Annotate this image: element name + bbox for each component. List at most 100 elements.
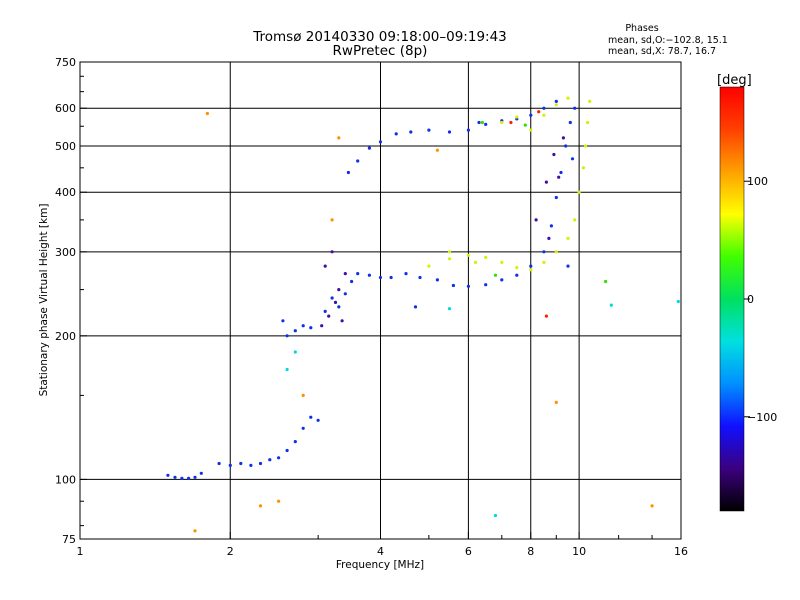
data-point (301, 426, 305, 430)
data-point (330, 218, 334, 222)
data-point (509, 120, 513, 125)
data-point (554, 103, 558, 107)
data-point (570, 157, 575, 161)
data-point (389, 275, 393, 280)
data-point (285, 448, 289, 453)
data-point (340, 319, 344, 323)
data-point (323, 309, 327, 313)
data-point (258, 461, 263, 466)
data-point (277, 499, 281, 503)
data-point (435, 148, 439, 152)
colorbar-gradient (719, 86, 745, 512)
data-point (529, 264, 533, 268)
data-point (301, 324, 305, 328)
data-point (529, 128, 533, 132)
data-point (367, 273, 371, 277)
data-point (346, 170, 350, 175)
data-point (285, 367, 289, 372)
data-point (554, 400, 558, 404)
data-point (542, 106, 546, 110)
data-point (583, 144, 588, 148)
data-point (484, 255, 488, 259)
data-point (285, 334, 289, 338)
data-point (466, 128, 470, 132)
data-point (554, 99, 558, 103)
chart-subtitle: RwPretec (8p) (333, 43, 428, 59)
legend-line-x: mean, sd,X: 78.7, 16.7 (608, 46, 716, 57)
data-point (166, 473, 170, 477)
data-point (301, 393, 305, 397)
data-point (394, 132, 398, 136)
data-point (330, 296, 334, 300)
data-point (566, 96, 570, 100)
data-point (404, 272, 408, 276)
data-point (356, 272, 360, 276)
y-tick-label: 400 (55, 186, 76, 199)
data-point (573, 106, 577, 110)
data-point (542, 260, 546, 264)
data-point (515, 266, 519, 270)
data-point (427, 264, 431, 268)
data-point (480, 120, 484, 125)
grid-lines (80, 62, 681, 539)
data-point (435, 278, 439, 282)
data-point (573, 218, 577, 222)
data-point (588, 99, 592, 103)
data-point (378, 140, 383, 144)
data-point (258, 504, 263, 508)
data-point (473, 260, 478, 264)
data-point (559, 170, 563, 175)
data-point (552, 152, 556, 157)
data-point (316, 418, 320, 422)
data-point (239, 461, 243, 466)
x-tick-label: 8 (527, 545, 534, 558)
data-point (554, 195, 558, 200)
data-point (554, 250, 558, 254)
y-tick-label: 750 (55, 56, 76, 69)
data-point (447, 307, 452, 311)
data-point (217, 461, 221, 466)
y-tick-label: 500 (55, 140, 76, 153)
data-point (173, 475, 177, 479)
data-point (537, 110, 541, 114)
data-point (566, 236, 570, 240)
data-point (343, 292, 347, 296)
data-point (484, 283, 488, 287)
data-point (561, 136, 566, 140)
data-point (268, 458, 272, 462)
legend-line-o: mean, sd,O:−102.8, 15.1 (608, 35, 728, 46)
axis-ticks: 1 2 4 6 8 10 16 75 100 200 300 400 500 600 750 (55, 56, 688, 558)
data-point (180, 476, 184, 480)
data-point (228, 463, 232, 467)
colorbar-tick-label: 0 (747, 293, 754, 306)
data-point (477, 120, 481, 125)
data-point (534, 218, 538, 222)
y-tick-label: 200 (55, 330, 76, 343)
x-tick-label: 4 (377, 545, 384, 558)
data-point (484, 122, 488, 126)
data-point (466, 284, 470, 288)
data-point (586, 120, 590, 125)
data-point (650, 504, 654, 508)
data-point (547, 236, 551, 240)
colorbar: [deg] 100 0 −100 (717, 73, 777, 512)
data-point (277, 456, 281, 460)
data-point (515, 115, 519, 119)
data-point (544, 314, 549, 318)
y-tick-label: 300 (55, 246, 76, 259)
data-point (529, 113, 533, 117)
data-point (529, 268, 533, 272)
data-point (493, 273, 498, 277)
data-point (500, 278, 504, 282)
data-point (523, 123, 527, 127)
data-point (568, 120, 572, 125)
data-point (293, 329, 297, 333)
data-point (493, 513, 498, 518)
data-point (549, 224, 554, 228)
data-point (337, 136, 341, 140)
data-point (447, 130, 452, 134)
x-tick-label: 16 (674, 545, 688, 558)
data-point (337, 305, 341, 309)
colorbar-label: [deg] (717, 73, 752, 88)
data-point (542, 250, 546, 254)
